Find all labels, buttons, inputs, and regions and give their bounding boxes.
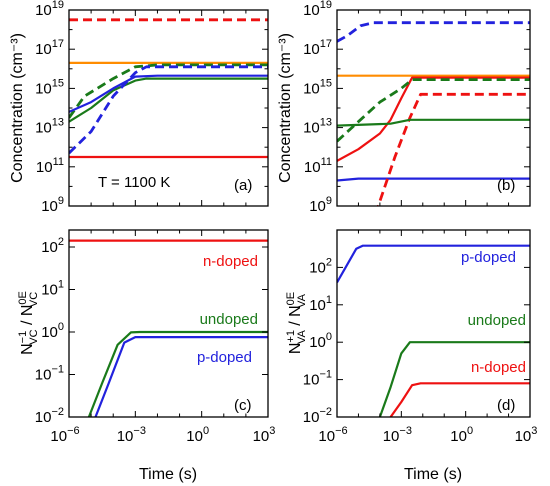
x-tick-label-c: 100 [186,425,209,445]
x-tick-label-c: 103 [253,425,276,445]
panel-label-b: (b) [497,177,515,194]
y-tick-label-a: 1017 [35,38,64,58]
n-doped-label-d: n-doped [471,359,526,376]
y-tick-label-b: 1015 [303,77,332,97]
plot-area-b [337,21,530,206]
ticks-c: 10−2 10−1 100 101 102 10−6 10−3 100 103 [35,230,276,445]
ticks-a: 109 1011 1013 1015 1017 1019 [35,0,269,215]
y-axis-title-c: N−1VC / N0EVC [17,291,40,355]
panel-label-c: (c) [234,397,252,414]
panel-label-d: (d) [497,397,515,414]
series-line-d-3 [389,382,530,417]
n-doped-label-c: n-doped [203,253,258,270]
y-tick-label-c: 10−1 [35,364,64,384]
y-tick-label-d: 10−1 [303,369,332,389]
series-line-a-6 [69,74,268,113]
y-tick-label-d: 10−2 [303,406,332,426]
y-tick-label-a: 1015 [35,77,64,97]
y-tick-label-c: 102 [41,236,64,256]
y-tick-label-a: 1019 [35,0,64,19]
panel-label-a: (a) [234,177,252,194]
y-tick-label-a: 1011 [36,156,64,176]
plot-area-a [69,18,268,159]
panel-a: 109 1011 1013 1015 1017 1019 T = 1100 K (a) C… [9,0,269,215]
y-axis-title-a: Concentration (cm⁻³) [9,33,26,183]
x-tick-label-c: 10−6 [50,425,79,445]
plot-area-c [69,239,268,417]
x-tick-label-c: 10−3 [117,425,146,445]
p-doped-label-d: p-doped [461,249,516,266]
axes-frame-d [336,229,531,418]
series-line-b-2 [337,177,530,182]
y-tick-label-b: 1013 [303,117,332,137]
x-tick-label-d: 103 [515,425,538,445]
series-line-b-7 [337,118,530,127]
panel-b: 109 1011 1013 1015 1017 1019 (b) Concentratio… [277,0,531,215]
y-tick-label-d: 101 [309,294,332,314]
undoped-label-c: undoped [200,311,258,328]
ticks-b: 109 1011 1013 1015 1017 1019 [303,0,531,215]
series-line-b-5 [376,92,530,206]
y-tick-label-b: 1011 [304,156,332,176]
ticks-d: 10−2 10−1 100 101 102 10−6 10−3 100 103 [303,229,538,445]
series-line-a-5 [69,77,268,123]
y-tick-label-c: 10−2 [35,406,64,426]
plot-area-d [337,244,530,417]
y-axis-title-d: N+1VA / N0EVA [285,292,308,354]
y-tick-label-d: 100 [309,331,332,351]
series-line-a-4 [69,63,268,119]
y-tick-label-b: 109 [309,195,332,215]
series-line-d-1 [337,244,530,283]
y-tick-label-d: 102 [309,256,332,276]
undoped-label-d: undoped [468,312,526,329]
y-axis-title-b: Concentration (cm⁻³) [277,33,294,183]
x-tick-label-d: 10−6 [318,425,347,445]
series-line-c-2 [87,330,268,417]
temperature-annotation: T = 1100 K [98,174,170,191]
x-tick-label-d: 100 [450,425,473,445]
x-axis-title-c: Time (s) [139,466,197,483]
y-tick-label-b: 1017 [303,38,332,58]
y-tick-label-b: 1019 [303,0,332,19]
y-tick-label-a: 109 [41,195,64,215]
p-doped-label-c: p-doped [197,349,252,366]
y-tick-label-c: 100 [41,321,64,341]
axes-frame-c [68,229,269,418]
series-line-d-2 [378,341,530,417]
x-tick-label-d: 10−3 [383,425,412,445]
series-line-c-3 [94,335,268,417]
x-axis-title-d: Time (s) [404,466,462,483]
series-line-b-6 [337,78,530,143]
series-line-b-4 [337,76,530,162]
series-line-b-1 [337,21,530,43]
y-tick-label-c: 101 [41,279,64,299]
y-tick-label-a: 1013 [35,117,64,137]
series-line-a-7 [69,65,268,155]
